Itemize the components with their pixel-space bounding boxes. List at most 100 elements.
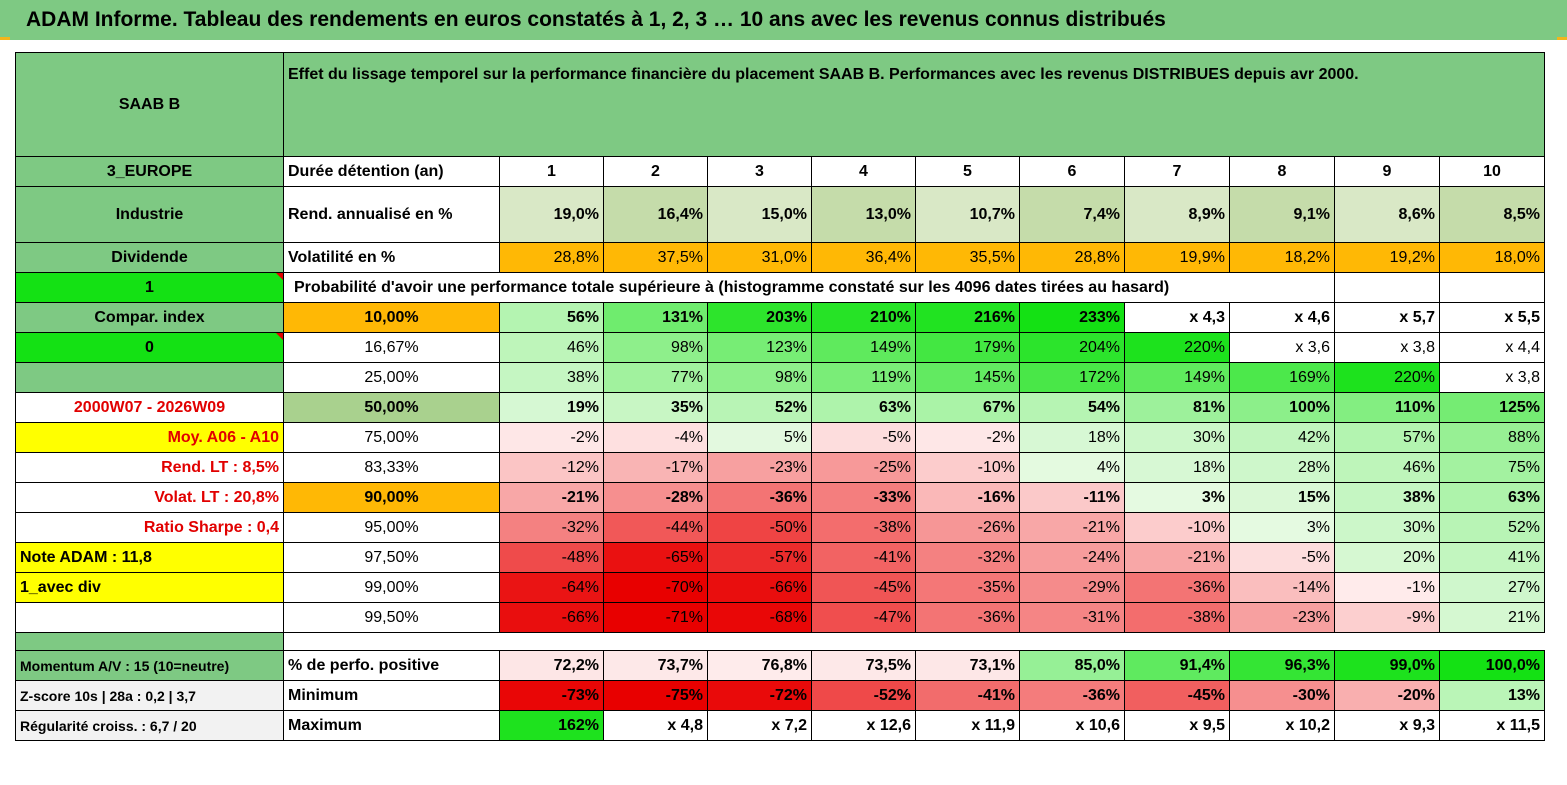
rend-value: 13,0% [811,186,916,243]
perf-value: -16% [915,482,1020,513]
period-label: 2000W07 - 2026W09 [15,392,284,423]
header-description: Effet du lissage temporel sur la perform… [283,52,1545,157]
perf-value: -9% [1334,602,1440,633]
perf-value: 204% [1019,332,1125,363]
perf-value: -64% [499,572,604,603]
perf-value: 233% [1019,302,1125,333]
perf-value: 30% [1124,422,1230,453]
perf-value: -11% [1019,482,1125,513]
perf-value: -10% [915,452,1020,483]
max-value: x 4,8 [603,710,708,741]
probability-threshold: 95,00% [283,512,500,543]
left-corner-marker [0,37,10,40]
perf-value: 145% [915,362,1020,393]
perf-value: 27% [1439,572,1545,603]
max-value: x 11,9 [915,710,1020,741]
perf-value: 149% [811,332,916,363]
probability-threshold: 97,50% [283,542,500,573]
perf-value: -32% [915,542,1020,573]
note-adam: Note ADAM : 11,8 [15,542,284,573]
perf-value: x 3,6 [1229,332,1335,363]
perf-value: -38% [1124,602,1230,633]
pos-value: 91,4% [1124,650,1230,681]
perf-value: 54% [1019,392,1125,423]
pos-value: 96,3% [1229,650,1335,681]
rend-value: 8,5% [1439,186,1545,243]
perf-value: 18% [1019,422,1125,453]
year-header: 8 [1229,156,1335,187]
vol-value: 35,5% [915,242,1020,273]
perf-value: 46% [1334,452,1440,483]
year-header: 6 [1019,156,1125,187]
rend-value: 10,7% [915,186,1020,243]
perf-value: x 4,6 [1229,302,1335,333]
year-header: 1 [499,156,604,187]
perf-value: 131% [603,302,708,333]
perf-value: 20% [1334,542,1440,573]
perf-value: -33% [811,482,916,513]
perf-value: -66% [499,602,604,633]
perf-value: -5% [811,422,916,453]
right-corner-marker [1557,37,1567,40]
vol-value: 19,9% [1124,242,1230,273]
max-value: x 7,2 [707,710,812,741]
min-value: -75% [603,680,708,711]
perf-value: 38% [1334,482,1440,513]
vol-value: 28,8% [1019,242,1125,273]
min-value: -72% [707,680,812,711]
perf-value: -25% [811,452,916,483]
perf-value: -26% [915,512,1020,543]
perf-value: 123% [707,332,812,363]
perf-value: 203% [707,302,812,333]
min-value: -52% [811,680,916,711]
min-value: -30% [1229,680,1335,711]
vol-value: 36,4% [811,242,916,273]
empty-cell [15,602,284,633]
rend-value: 16,4% [603,186,708,243]
year-header: 3 [707,156,812,187]
perf-value: -44% [603,512,708,543]
perf-value: -66% [707,572,812,603]
probability-threshold: 75,00% [283,422,500,453]
perf-value: 5% [707,422,812,453]
perf-value: 30% [1334,512,1440,543]
perf-value: -10% [1124,512,1230,543]
min-value: -36% [1019,680,1125,711]
perf-value: -36% [1124,572,1230,603]
vol-value: 28,8% [499,242,604,273]
region-label: 3_EUROPE [15,156,284,187]
perf-value: 220% [1334,362,1440,393]
zscore-label: Z-score 10s | 28a : 0,2 | 3,7 [15,680,284,711]
perf-value: 125% [1439,392,1545,423]
perf-value: x 4,3 [1124,302,1230,333]
indicator-1: 1 [15,272,284,303]
perf-value: 81% [1124,392,1230,423]
max-value: x 12,6 [811,710,916,741]
perf-value: 3% [1124,482,1230,513]
perf-value: -35% [915,572,1020,603]
vol-value: 31,0% [707,242,812,273]
perf-value: 220% [1124,332,1230,363]
perf-value: 4% [1019,452,1125,483]
report-title: ADAM Informe. Tableau des rendements en … [0,0,1567,40]
perf-value: -71% [603,602,708,633]
regularite-label: Régularité croiss. : 6,7 / 20 [15,710,284,741]
perf-value: 21% [1439,602,1545,633]
sharpe-label: Ratio Sharpe : 0,4 [15,512,284,543]
pos-value: 73,7% [603,650,708,681]
year-header: 4 [811,156,916,187]
max-value: x 10,2 [1229,710,1335,741]
perf-value: -24% [1019,542,1125,573]
perf-value: -21% [1124,542,1230,573]
probability-threshold: 90,00% [283,482,500,513]
perf-value: 169% [1229,362,1335,393]
vol-value: 37,5% [603,242,708,273]
sector-label: Industrie [15,186,284,243]
min-value: 13% [1439,680,1545,711]
pos-value: 73,1% [915,650,1020,681]
perf-value: 119% [811,362,916,393]
rend-label: Rend. annualisé en % [283,186,500,243]
year-header: 10 [1439,156,1545,187]
perf-value: -23% [707,452,812,483]
probability-threshold: 83,33% [283,452,500,483]
